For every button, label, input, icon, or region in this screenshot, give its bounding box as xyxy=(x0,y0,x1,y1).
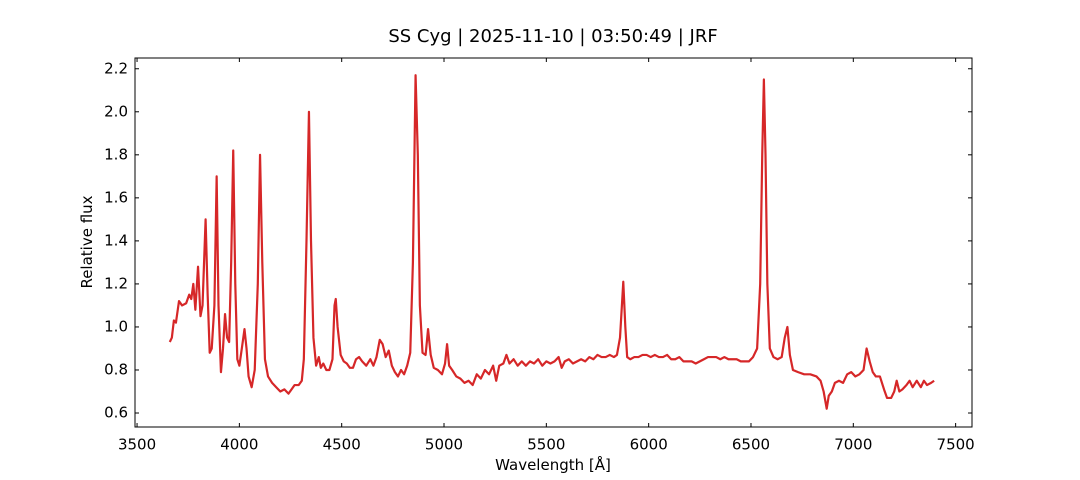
y-tick-label: 2.0 xyxy=(104,102,128,120)
y-axis-label: Relative flux xyxy=(78,195,96,288)
x-axis-label: Wavelength [Å] xyxy=(495,455,611,474)
x-tick-label: 5500 xyxy=(527,436,565,454)
y-tick-label: 1.0 xyxy=(104,317,128,335)
x-tick-label: 6000 xyxy=(630,436,668,454)
y-tick-label: 1.2 xyxy=(104,274,128,292)
x-tick-label: 5000 xyxy=(425,436,463,454)
y-tick-label: 1.8 xyxy=(104,145,128,163)
x-tick-label: 4500 xyxy=(323,436,361,454)
chart-title: SS Cyg | 2025-11-10 | 03:50:49 | JRF xyxy=(388,26,717,47)
x-tick-label: 3500 xyxy=(118,436,156,454)
x-tick-label: 4000 xyxy=(220,436,258,454)
x-tick-label: 7000 xyxy=(834,436,872,454)
spectrum-line xyxy=(168,74,935,410)
x-tick-label: 6500 xyxy=(732,436,770,454)
y-tick-label: 2.2 xyxy=(104,59,128,77)
x-tick-label: 7500 xyxy=(937,436,975,454)
y-tick-label: 0.6 xyxy=(104,404,128,422)
y-tick-label: 1.6 xyxy=(104,188,128,206)
plot-frame xyxy=(134,57,973,428)
y-tick-label: 1.4 xyxy=(104,231,128,249)
y-tick-label: 0.8 xyxy=(104,360,128,378)
